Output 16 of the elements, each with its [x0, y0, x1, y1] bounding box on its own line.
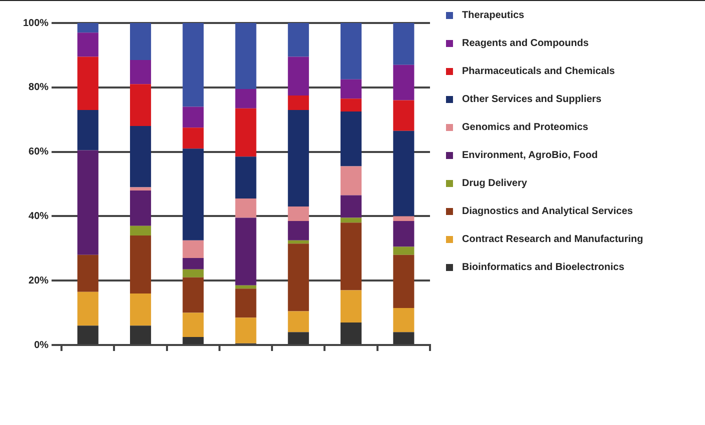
y-tick-label: 0%	[34, 340, 49, 351]
legend-label: Contract Research and Manufacturing	[462, 233, 644, 246]
legend-label: Genomics and Proteomics	[462, 121, 588, 134]
legend-label: Drug Delivery	[462, 177, 528, 190]
y-tick-label: 80%	[28, 82, 49, 94]
legend-label: Bioinformatics and Bioelectronics	[462, 261, 624, 274]
legend-label: Diagnostics and Analytical Services	[462, 205, 633, 218]
legend-label: Pharmaceuticals and Chemicals	[462, 65, 615, 78]
legend-label: Therapeutics	[462, 9, 524, 22]
legend-label: Environment, AgroBio, Food	[462, 149, 598, 162]
y-tick-label: 40%	[28, 210, 49, 222]
legend-label: Other Services and Suppliers	[462, 93, 602, 106]
y-tick-label: 20%	[28, 275, 49, 286]
y-tick-label: 100%	[23, 18, 49, 29]
legend-label: Reagents and Compounds	[462, 37, 589, 50]
y-tick-label: 60%	[28, 146, 49, 158]
